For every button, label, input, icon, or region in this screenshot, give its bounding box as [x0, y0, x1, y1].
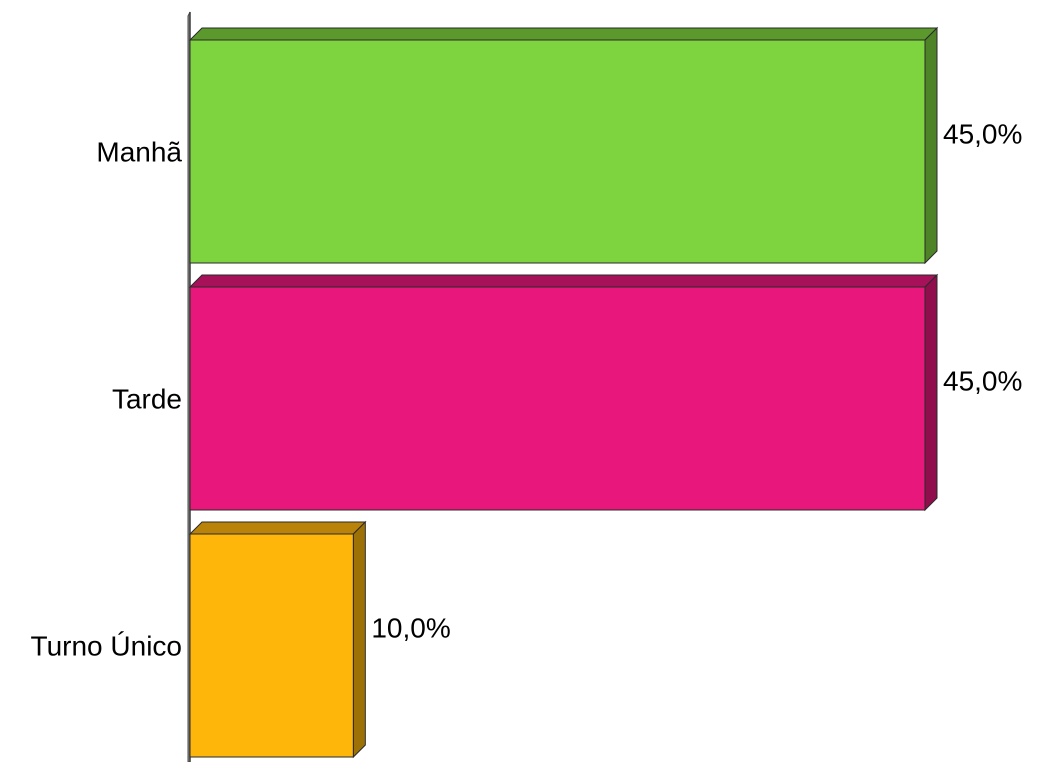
bar-side-face	[352, 520, 366, 759]
bar-top-face	[188, 274, 939, 288]
bar-group	[188, 26, 939, 265]
bar-group	[188, 520, 367, 759]
bar	[189, 533, 354, 758]
label-layer: Manhã 45,0% Tarde 45,0% Turno Único 10,0%	[31, 119, 1023, 662]
bar	[189, 286, 926, 511]
data-label: 45,0%	[943, 119, 1022, 150]
bar-group	[188, 273, 939, 512]
bar	[189, 39, 926, 264]
bar-side-face	[924, 273, 938, 512]
bar-layer	[188, 26, 939, 759]
category-label: Turno Único	[31, 631, 182, 662]
bar-top-face	[188, 521, 367, 535]
bar-side-face	[924, 26, 938, 265]
data-label: 10,0%	[371, 613, 450, 644]
category-label: Tarde	[112, 384, 182, 415]
data-label: 45,0%	[943, 366, 1022, 397]
category-label: Manhã	[96, 137, 182, 168]
bar-top-face	[188, 27, 939, 41]
